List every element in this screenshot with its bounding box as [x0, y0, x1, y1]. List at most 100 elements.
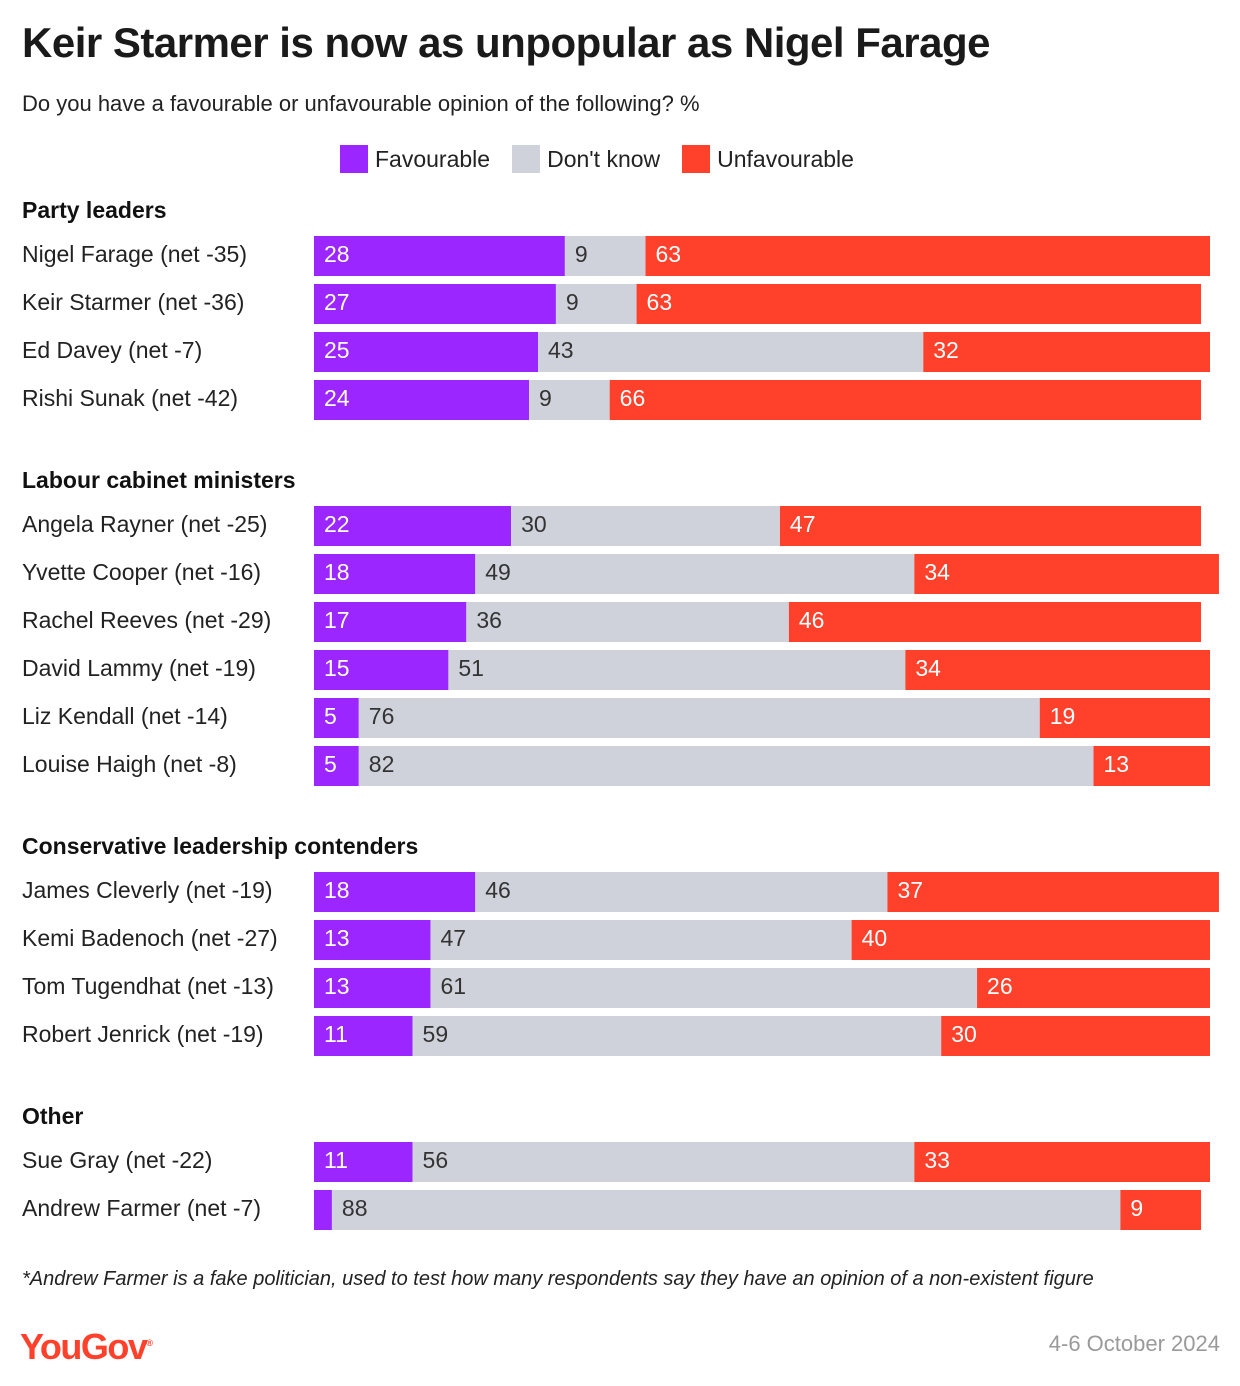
data-label-dont-know: 76 — [369, 703, 395, 729]
bar-segment-favourable — [314, 650, 449, 690]
bar-segment-dont-know — [448, 650, 906, 690]
bar-segment-favourable — [314, 602, 467, 642]
legend-item-unfavourable: Unfavourable — [682, 145, 854, 173]
survey-date: 4-6 October 2024 — [1048, 1331, 1220, 1356]
data-label-favourable: 28 — [324, 241, 350, 267]
bar-segment-dont-know — [412, 1016, 942, 1056]
bar-segment-unfavourable — [941, 1016, 1210, 1056]
legend: Favourable Don't know Unfavourable — [340, 142, 876, 176]
bar-segment-favourable — [314, 380, 530, 420]
data-label-unfavourable: 33 — [924, 1147, 950, 1173]
legend-label-dont-know: Don't know — [547, 145, 661, 172]
bar-segment-dont-know — [358, 746, 1094, 786]
data-label-unfavourable: 40 — [862, 925, 888, 951]
data-label-unfavourable: 46 — [799, 607, 825, 633]
data-label-unfavourable: 34 — [924, 559, 950, 585]
bar-segment-dont-know — [475, 554, 915, 594]
bar-segment-unfavourable — [1039, 698, 1210, 738]
bar-segment-unfavourable — [914, 1142, 1210, 1182]
data-label-dont-know: 49 — [485, 559, 511, 585]
group-title: Other — [22, 1103, 83, 1129]
legend-item-dont-know: Don't know — [512, 145, 660, 173]
bar-segment-favourable — [314, 236, 565, 276]
data-label-dont-know: 82 — [369, 751, 395, 777]
row-label: David Lammy (net -19) — [22, 655, 256, 681]
bar-segment-favourable — [314, 1142, 413, 1182]
row-label: Rachel Reeves (net -29) — [22, 607, 271, 633]
data-label-dont-know: 30 — [521, 511, 547, 537]
row-label: Kemi Badenoch (net -27) — [22, 925, 278, 951]
logo-text: YouGov — [20, 1326, 148, 1367]
bar-segment-dont-know — [511, 506, 780, 546]
bar-segment-unfavourable — [1093, 746, 1210, 786]
row-label: Louise Haigh (net -8) — [22, 751, 237, 777]
data-label-unfavourable: 13 — [1104, 751, 1130, 777]
bar-segment-unfavourable — [1120, 1190, 1202, 1230]
data-label-unfavourable: 32 — [933, 337, 959, 363]
bar-segment-favourable — [314, 332, 538, 372]
legend-swatch-dont-know — [512, 145, 541, 173]
data-label-unfavourable: 47 — [790, 511, 816, 537]
legend-swatch-unfavourable — [682, 145, 711, 173]
bar-segment-dont-know — [555, 284, 637, 324]
data-label-dont-know: 9 — [566, 289, 579, 315]
data-label-unfavourable: 9 — [1130, 1195, 1143, 1221]
bar-segment-favourable — [314, 1190, 332, 1230]
data-label-favourable: 11 — [324, 1147, 348, 1173]
legend-item-favourable: Favourable — [340, 145, 490, 173]
data-label-favourable: 24 — [324, 385, 350, 411]
row-label: Tom Tugendhat (net -13) — [22, 973, 274, 999]
row-label: Nigel Farage (net -35) — [22, 241, 247, 267]
bar-segment-unfavourable — [788, 602, 1202, 642]
data-label-unfavourable: 19 — [1050, 703, 1076, 729]
data-label-favourable: 22 — [324, 511, 350, 537]
row-label: Liz Kendall (net -14) — [22, 703, 228, 729]
data-label-dont-know: 56 — [423, 1147, 449, 1173]
data-label-unfavourable: 34 — [915, 655, 941, 681]
data-label-favourable: 17 — [324, 607, 350, 633]
data-label-dont-know: 51 — [458, 655, 484, 681]
chart-title: Keir Starmer is now as unpopular as Nige… — [22, 19, 990, 66]
data-label-favourable: 18 — [324, 559, 350, 585]
data-label-dont-know: 59 — [423, 1021, 449, 1047]
data-label-dont-know: 61 — [440, 973, 466, 999]
data-label-unfavourable: 66 — [620, 385, 646, 411]
data-label-dont-know: 46 — [485, 877, 511, 903]
data-label-dont-know: 43 — [548, 337, 574, 363]
bar-segment-dont-know — [564, 236, 646, 276]
data-label-unfavourable: 63 — [647, 289, 673, 315]
bar-segment-unfavourable — [887, 872, 1219, 912]
data-label-favourable: 13 — [324, 973, 350, 999]
data-label-favourable: 25 — [324, 337, 350, 363]
bar-segment-favourable — [314, 920, 431, 960]
bar-segment-dont-know — [412, 1142, 915, 1182]
bar-segment-favourable — [314, 746, 359, 786]
row-label: Sue Gray (net -22) — [22, 1147, 212, 1173]
yougov-logo: YouGov® — [20, 1321, 153, 1369]
bar-segment-dont-know — [538, 332, 924, 372]
row-label: Ed Davey (net -7) — [22, 337, 202, 363]
data-label-dont-know: 9 — [539, 385, 552, 411]
bar-segment-dont-know — [430, 920, 852, 960]
footnote: *Andrew Farmer is a fake politician, use… — [22, 1268, 1094, 1290]
logo-registered-mark: ® — [146, 1338, 153, 1348]
bar-segment-favourable — [314, 968, 431, 1008]
chart-subtitle: Do you have a favourable or unfavourable… — [22, 91, 700, 116]
legend-swatch-favourable — [340, 145, 368, 173]
bar-segment-favourable — [314, 554, 476, 594]
row-label: Angela Rayner (net -25) — [22, 511, 267, 537]
stacked-bar-chart: Party leaders Nigel Farage (net -35) 28 9 63… — [22, 197, 1219, 1230]
data-label-favourable: 5 — [324, 703, 337, 729]
bar-segment-unfavourable — [851, 920, 1210, 960]
bar-segment-unfavourable — [636, 284, 1202, 324]
data-label-dont-know: 88 — [342, 1195, 368, 1221]
row-label: Rishi Sunak (net -42) — [22, 385, 238, 411]
bar-segment-favourable — [314, 506, 512, 546]
bar-segment-dont-know — [358, 698, 1040, 738]
row-label: Keir Starmer (net -36) — [22, 289, 244, 315]
group-title: Labour cabinet ministers — [22, 467, 296, 493]
bar-segment-dont-know — [466, 602, 789, 642]
legend-label-favourable: Favourable — [375, 145, 491, 172]
data-label-favourable: 15 — [324, 655, 350, 681]
bar-segment-favourable — [314, 284, 556, 324]
